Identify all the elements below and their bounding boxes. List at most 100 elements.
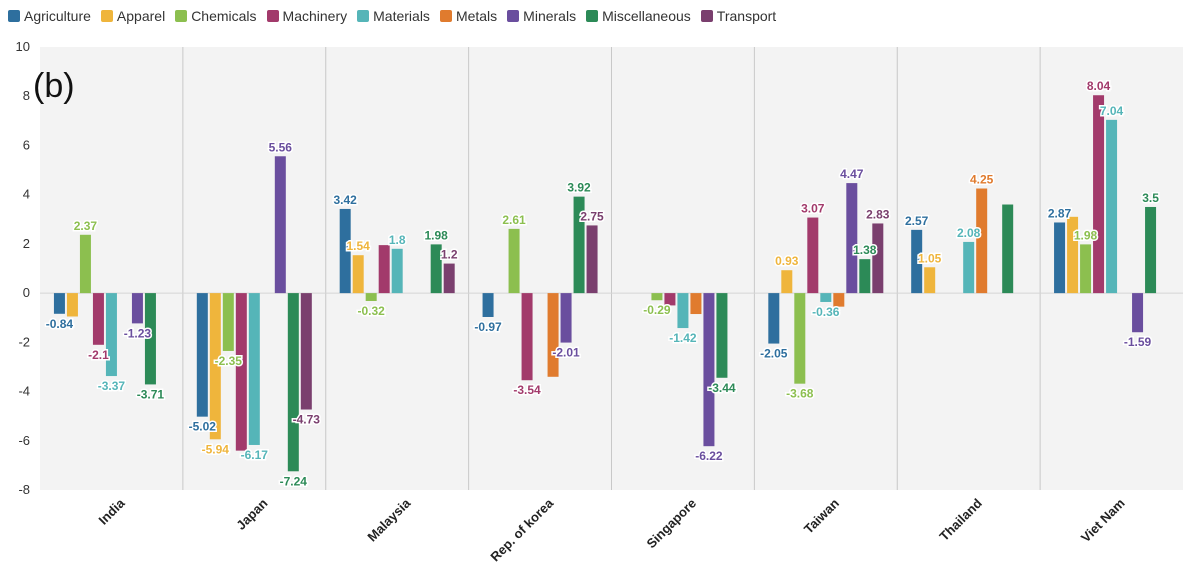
data-label: 2.75 [580,209,604,223]
y-tick-label: 8 [23,88,30,103]
bar-apparel [66,293,78,317]
y-tick-label: -4 [18,384,30,399]
legend-swatch [507,10,520,22]
data-label: -0.29 [643,303,671,317]
bar-machinery [521,293,533,381]
bar-chemicals [1080,244,1092,294]
legend-swatch [357,10,370,22]
bar-machinery [235,293,247,451]
y-tick-label: -6 [18,433,30,448]
bar-miscellaneous [573,196,585,294]
bar-minerals [560,293,572,343]
data-label: 2.87 [1048,206,1072,220]
bar-minerals [131,293,143,324]
bar-miscellaneous [1002,204,1014,294]
data-label: 1.05 [918,251,942,265]
x-category-label: Japan [233,495,270,532]
data-label: 2.61 [502,213,526,227]
legend-swatch [8,10,20,22]
bar-miscellaneous [430,244,442,294]
bar-materials [963,241,975,294]
data-label: -4.73 [293,413,321,427]
bar-metals [976,188,988,294]
bar-transport [443,263,455,294]
data-label: -2.01 [552,346,580,360]
data-label: -3.37 [98,379,126,393]
legend-item[interactable]: Miscellaneous [586,8,691,24]
x-category-label: Thailand [936,495,984,543]
legend-swatch [700,10,713,22]
data-label: -0.97 [474,320,502,334]
y-tick-label: 10 [16,39,30,54]
data-label: -3.54 [513,383,541,397]
legend-swatch [175,10,188,22]
bar-metals [547,293,559,377]
bar-transport [586,225,598,294]
bar-chemicals [794,293,806,384]
legend-item[interactable]: Minerals [507,8,576,24]
data-label: 1.2 [441,248,458,262]
legend-item[interactable]: Apparel [100,8,166,24]
legend-label: Metals [455,8,498,24]
legend-item[interactable]: Machinery [266,8,347,24]
y-tick-label: -2 [18,334,30,349]
bar-materials [1106,119,1118,294]
bar-apparel [209,293,221,440]
y-tick-label: 6 [23,137,30,152]
bar-miscellaneous [287,293,299,472]
data-label: 5.56 [269,140,293,154]
bar-chemicals [79,234,91,294]
legend-item[interactable]: Metals [439,8,498,24]
bar-apparel [1067,216,1079,294]
data-label: 1.98 [1074,228,1098,242]
bar-agriculture [53,293,65,314]
data-label: -0.84 [46,317,74,331]
bar-transport [300,293,312,410]
data-label: -0.36 [812,305,840,319]
data-label: -1.23 [124,326,152,340]
data-label: -1.42 [669,331,697,345]
bar-chemicals [508,228,520,294]
legend-label: Agriculture [24,8,91,24]
data-label: 0.93 [775,254,799,268]
data-label: -2.05 [760,347,788,361]
data-label: -1.59 [1124,335,1152,349]
bar-miscellaneous [716,293,728,378]
y-tick-label: -8 [18,482,30,497]
legend-item[interactable]: Materials [357,8,430,24]
legend-label: Transport [716,8,777,24]
bar-machinery [807,217,819,294]
data-label: -3.44 [708,381,736,395]
bar-materials [820,293,832,302]
data-label: 3.07 [801,202,825,216]
bar-materials [391,248,403,294]
data-label: -2.35 [215,354,243,368]
x-category-label: Taiwan [801,495,842,536]
x-category-label: Malaysia [364,495,413,544]
legend-label: Chemicals [191,8,257,24]
bar-agriculture [911,229,923,294]
legend-item[interactable]: Agriculture [8,8,91,24]
data-label: 4.25 [970,173,994,187]
legend-item[interactable]: Transport [700,8,777,24]
bar-miscellaneous [859,259,871,294]
bar-agriculture [482,293,494,317]
data-label: 4.47 [840,167,864,181]
legend-swatch [100,10,113,22]
bar-materials [105,293,117,377]
legend-swatch [266,10,279,22]
data-label: 1.98 [425,228,449,242]
bar-machinery [378,245,390,294]
x-category-label: Singapore [643,496,699,552]
legend-swatch [439,10,452,22]
data-label: 7.04 [1100,104,1124,118]
bar-machinery [1093,95,1105,294]
data-label: 3.5 [1142,191,1159,205]
bar-metals [690,293,702,315]
legend-item[interactable]: Chemicals [175,8,257,24]
data-label: 1.38 [853,243,877,257]
legend-label: Apparel [116,8,166,24]
bar-apparel [781,270,793,294]
bar-minerals [274,156,286,294]
